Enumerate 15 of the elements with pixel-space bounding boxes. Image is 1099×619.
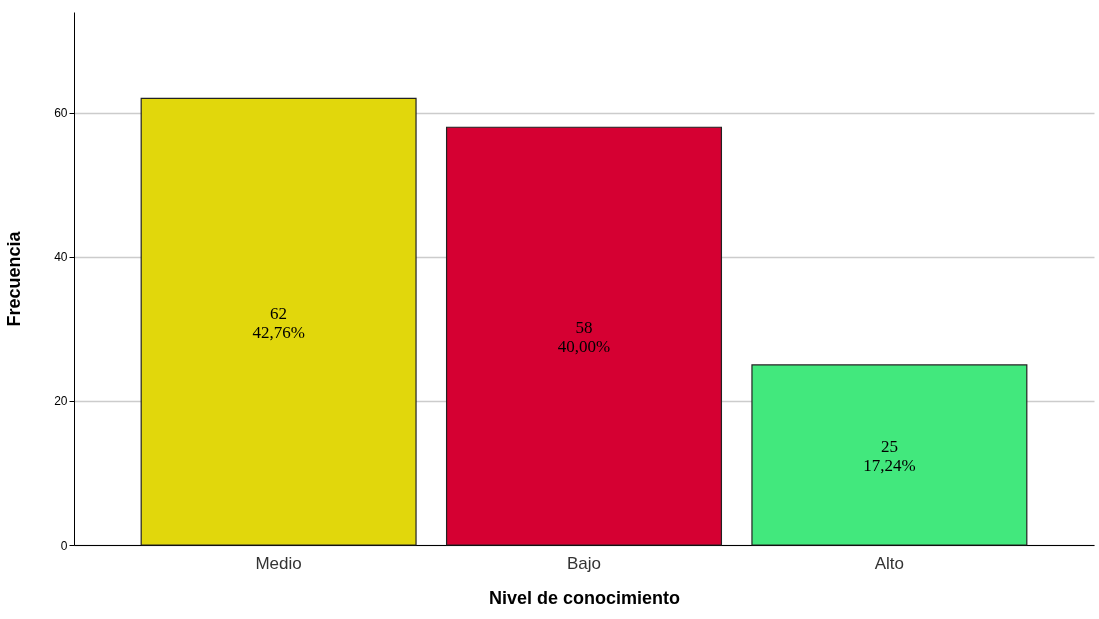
x-axis-title: Nivel de conocimiento (488, 587, 681, 608)
x-tick-label: Bajo (566, 553, 602, 573)
x-tick-label: Alto (874, 553, 905, 573)
bar (445, 126, 723, 546)
x-tick-label: Medio (255, 553, 302, 573)
y-tick-label: 20 (54, 394, 68, 409)
y-axis-title: Frecuencia (4, 230, 25, 327)
y-tick-label: 60 (54, 106, 68, 121)
data-label: 58 40,00% (557, 318, 611, 357)
bar (140, 97, 417, 546)
data-label: 25 17,24% (863, 436, 916, 475)
y-tick-label: 40 (54, 250, 68, 265)
bar (751, 364, 1028, 546)
data-label: 62 42,76% (252, 303, 305, 342)
y-tick-label: 0 (60, 538, 68, 553)
